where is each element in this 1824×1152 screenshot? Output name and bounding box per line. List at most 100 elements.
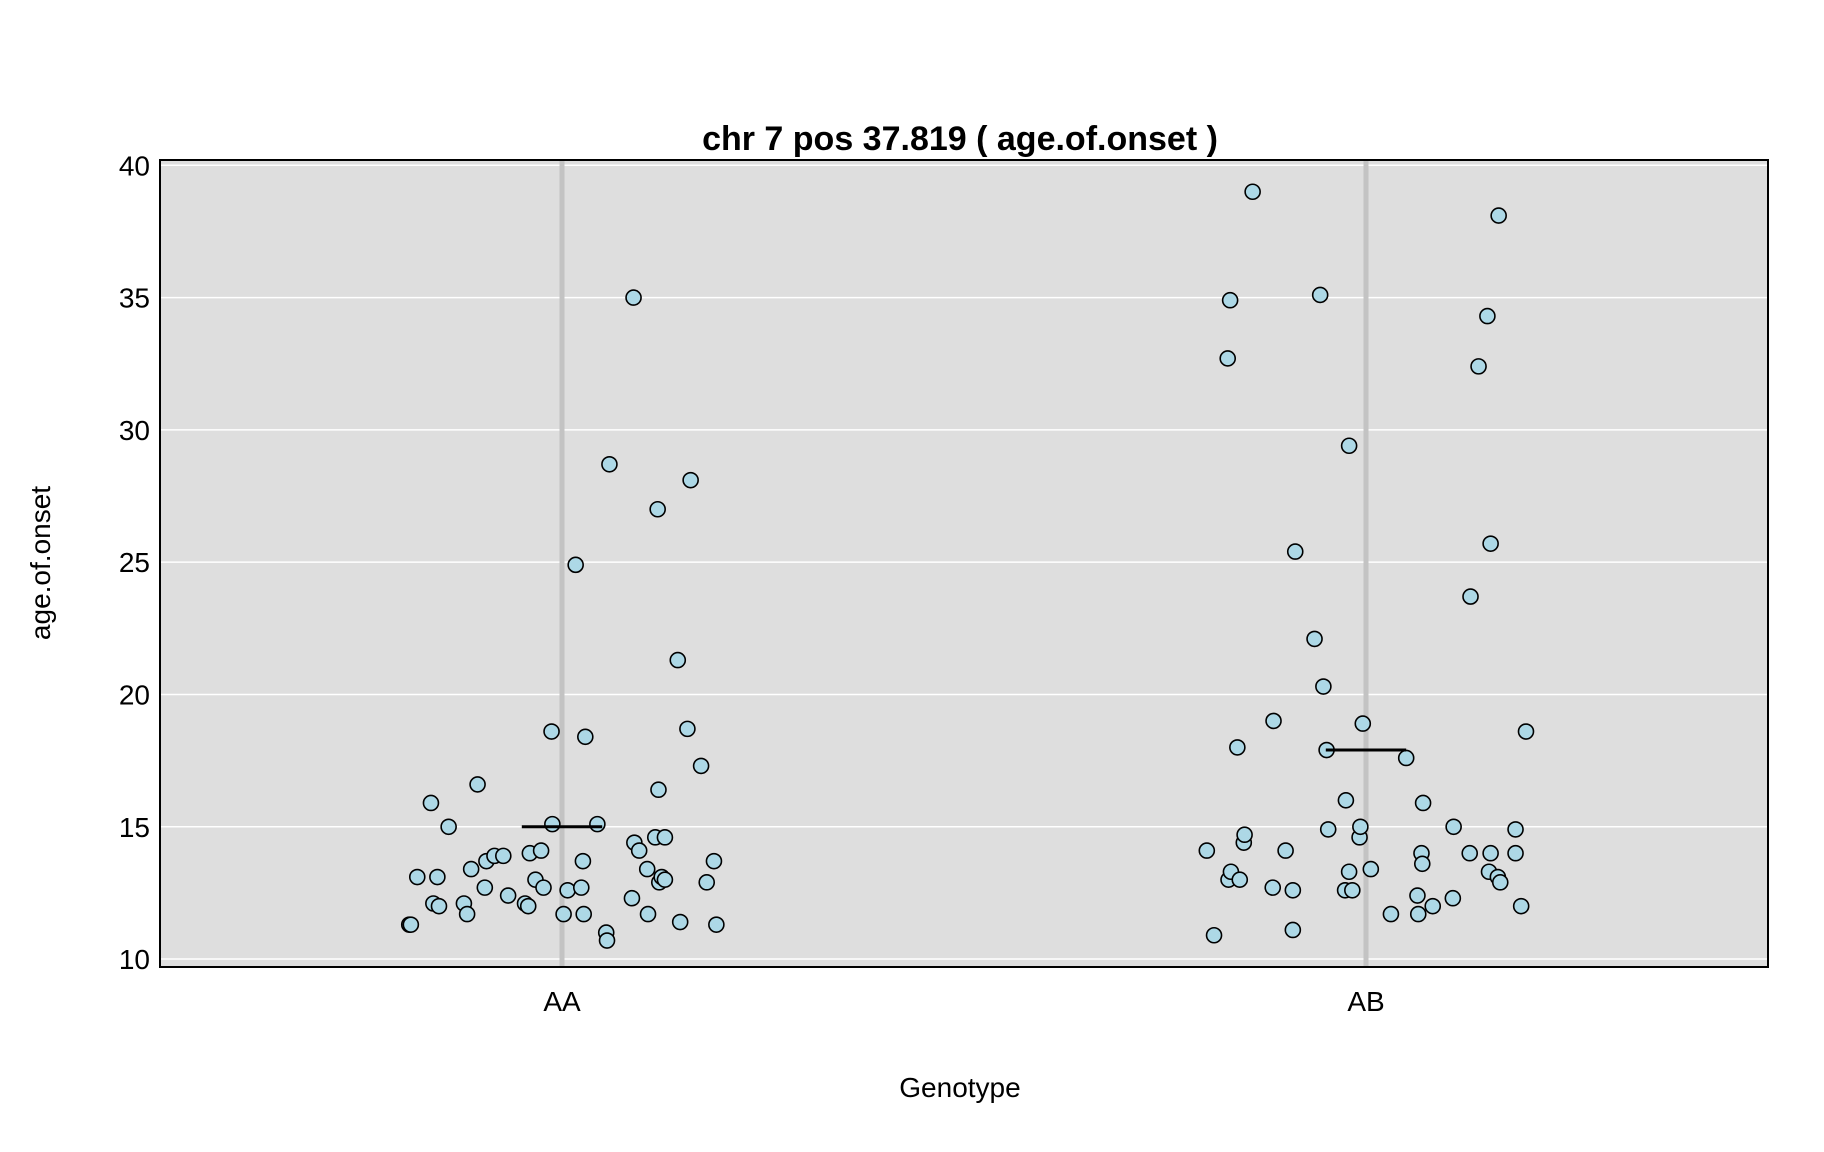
data-point xyxy=(1414,794,1432,812)
data-point xyxy=(402,916,420,933)
data-point xyxy=(1284,921,1302,939)
x-tick-label: AB xyxy=(1347,986,1384,1017)
data-point xyxy=(705,852,723,870)
data-point xyxy=(1462,588,1479,605)
data-point xyxy=(1424,897,1442,915)
data-point xyxy=(630,842,648,859)
data-point xyxy=(1479,307,1496,325)
data-point xyxy=(682,471,699,489)
data-point xyxy=(1198,842,1216,859)
data-point xyxy=(1284,881,1302,899)
data-point xyxy=(559,881,576,899)
data-point xyxy=(1409,887,1426,904)
data-point xyxy=(575,905,593,923)
data-point xyxy=(1244,183,1261,201)
data-point xyxy=(408,868,426,886)
data-point xyxy=(1315,678,1332,695)
data-point xyxy=(669,651,687,669)
y-tick-label: 10 xyxy=(119,944,150,975)
data-point xyxy=(1306,630,1323,648)
data-point xyxy=(1229,739,1246,756)
data-point xyxy=(469,776,486,793)
y-tick-label: 20 xyxy=(119,679,150,710)
data-point xyxy=(1482,535,1499,552)
data-point xyxy=(679,720,696,738)
data-point xyxy=(1409,905,1427,923)
data-point xyxy=(574,852,592,870)
data-point xyxy=(567,556,584,574)
data-point xyxy=(422,794,440,812)
x-axis-ticks: AA AB xyxy=(543,986,1384,1017)
data-point xyxy=(1231,871,1249,888)
y-tick-label: 35 xyxy=(119,283,150,314)
data-point xyxy=(1507,821,1524,838)
data-point xyxy=(1517,723,1535,740)
y-tick-label: 40 xyxy=(119,150,150,181)
data-point xyxy=(1311,286,1329,304)
data-point xyxy=(692,757,710,775)
data-point xyxy=(1286,543,1304,560)
data-point xyxy=(495,847,512,865)
data-point xyxy=(1337,792,1355,809)
y-tick-label: 25 xyxy=(119,547,150,578)
plot-panel xyxy=(160,160,1768,967)
data-point xyxy=(1221,291,1239,309)
data-point xyxy=(1265,712,1282,730)
data-point xyxy=(638,860,656,878)
data-point xyxy=(1344,881,1361,899)
y-tick-label: 30 xyxy=(119,415,150,446)
data-point xyxy=(708,916,725,933)
data-point xyxy=(1340,863,1358,881)
data-point xyxy=(429,868,446,886)
data-point xyxy=(1354,715,1372,732)
data-point xyxy=(1470,358,1487,375)
chart-title: chr 7 pos 37.819 ( age.of.onset ) xyxy=(702,120,1218,158)
data-point xyxy=(572,879,590,896)
data-point xyxy=(462,860,480,878)
data-point xyxy=(543,723,560,740)
data-point xyxy=(499,887,517,904)
data-point xyxy=(623,889,641,907)
panel-background xyxy=(160,160,1768,967)
data-point xyxy=(1512,897,1530,915)
data-point xyxy=(1219,350,1237,367)
x-axis-label: Genotype xyxy=(899,1072,1020,1103)
data-point xyxy=(1277,842,1294,859)
data-point xyxy=(671,913,689,931)
y-tick-label: 15 xyxy=(119,812,150,843)
data-point xyxy=(1461,844,1479,862)
data-point xyxy=(458,905,476,923)
data-point xyxy=(1382,905,1400,923)
data-point xyxy=(1490,207,1507,224)
data-point xyxy=(1352,818,1369,836)
data-point xyxy=(440,818,457,836)
data-point xyxy=(649,500,666,518)
data-point xyxy=(598,932,616,949)
data-point xyxy=(1482,844,1499,862)
plot-frame xyxy=(159,159,1769,968)
data-point xyxy=(577,728,594,746)
data-point xyxy=(535,879,552,896)
data-point xyxy=(1491,874,1509,891)
data-point xyxy=(1445,818,1462,836)
data-point xyxy=(1205,926,1223,944)
data-point xyxy=(476,879,494,896)
data-point xyxy=(650,781,667,799)
data-point xyxy=(532,842,550,859)
data-point xyxy=(656,871,674,888)
data-point xyxy=(1413,855,1431,873)
data-point xyxy=(430,897,448,915)
data-point xyxy=(639,905,657,923)
data-point xyxy=(698,874,716,891)
data-point xyxy=(1444,889,1462,907)
data-point xyxy=(544,815,561,833)
means xyxy=(521,748,1407,829)
data-point xyxy=(1507,844,1524,862)
data-point xyxy=(519,897,537,915)
y-axis-ticks: 10 15 20 25 30 35 40 xyxy=(119,150,150,975)
data-point xyxy=(555,905,572,923)
x-tick-label: AA xyxy=(543,986,581,1017)
data-point xyxy=(656,829,674,846)
data-point xyxy=(601,455,618,473)
